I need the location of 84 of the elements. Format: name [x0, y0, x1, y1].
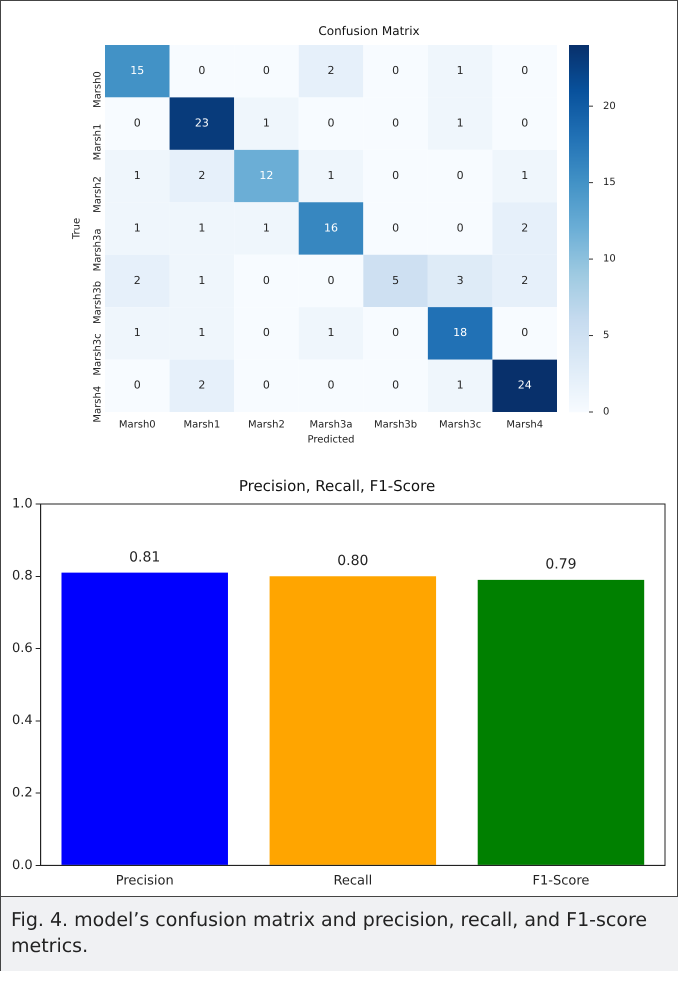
data-label: 0.79	[545, 556, 577, 573]
x-tick-label: Marsh0	[118, 420, 156, 431]
y-tick-label: Marsh3c	[92, 333, 104, 376]
x-tick-label: Marsh3b	[374, 420, 418, 431]
data-label: 0	[392, 221, 400, 234]
data-label: 24	[518, 378, 532, 392]
chart-title: Precision, Recall, F1-Score	[238, 476, 436, 495]
data-label: 23	[194, 116, 209, 130]
data-label: 0	[328, 274, 334, 287]
x-tick-label: F1-Score	[532, 874, 590, 889]
data-label: 2	[521, 221, 528, 234]
data-label: 15	[130, 64, 144, 78]
x-tick-label: Precision	[116, 874, 174, 889]
data-label: 0	[392, 64, 400, 78]
data-label: 1	[198, 326, 206, 340]
data-label: 0	[328, 378, 334, 392]
data-label: 0	[392, 116, 400, 130]
data-label: 5	[392, 274, 400, 287]
data-label: 1	[134, 326, 141, 340]
data-label: 2	[198, 168, 206, 182]
data-label: 0	[521, 326, 528, 340]
x-tick-label: Marsh1	[183, 420, 220, 431]
data-label: 0	[392, 378, 400, 392]
data-label: 16	[324, 221, 338, 234]
x-tick-label: Marsh4	[506, 420, 544, 431]
data-label: 0	[262, 326, 270, 340]
y-tick-label: Marsh0	[92, 71, 104, 108]
data-label: 1	[198, 274, 206, 287]
y-axis-title: True	[72, 218, 83, 240]
y-tick-label: Marsh3a	[92, 228, 104, 272]
data-label: 2	[134, 274, 141, 287]
x-tick-label: Recall	[333, 874, 372, 889]
data-label: 0	[134, 378, 141, 392]
data-label: 1	[134, 221, 141, 234]
data-label: 2	[521, 274, 528, 287]
color-bar-label: 10	[603, 254, 616, 265]
x-tick-label: Marsh2	[248, 420, 285, 431]
data-label: 1	[262, 221, 270, 234]
y-tick-label: 0.6	[12, 640, 33, 656]
data-label: 0	[262, 378, 270, 392]
data-label: 0	[198, 64, 206, 78]
data-label: 2	[328, 64, 334, 78]
data-label: 1	[134, 168, 141, 182]
data-label: 1	[456, 64, 464, 78]
data-label: 1	[328, 326, 334, 340]
data-label: 0	[262, 274, 270, 287]
caption: Fig. 4. model’s confusion matrix and precision, recall, and F1-score metrics.	[11, 908, 648, 959]
x-tick-label: Marsh3a	[310, 420, 352, 431]
y-tick-label: 1.0	[12, 496, 33, 512]
data-label: 0	[521, 64, 528, 78]
y-tick-label: 0.4	[12, 713, 33, 728]
data-label: 0	[392, 326, 400, 340]
data-label: 0.80	[337, 552, 368, 569]
y-tick-label: 0.8	[12, 568, 33, 584]
data-label: 0	[456, 221, 464, 234]
y-tick-label: 0.2	[12, 785, 33, 800]
y-tick-label: Marsh2	[92, 176, 104, 213]
data-label: 1	[456, 378, 464, 392]
y-tick-label: 0.0	[12, 858, 33, 873]
data-label: 0	[392, 168, 400, 182]
y-tick-label: Marsh3b	[92, 280, 104, 324]
color-bar-label: 0	[603, 406, 610, 418]
data-label: 0	[456, 168, 464, 182]
color-bar-label: 5	[603, 330, 610, 342]
color-bar-label: 20	[603, 100, 616, 112]
data-label: 0	[328, 116, 334, 130]
data-label: 0	[521, 116, 528, 130]
data-label: 1	[521, 168, 528, 182]
data-label: 3	[456, 274, 464, 287]
data-label: 12	[259, 168, 274, 182]
data-label: 0.81	[129, 549, 160, 566]
data-label: 18	[453, 326, 468, 340]
chart-title: Confusion Matrix	[318, 24, 420, 38]
y-tick-label: Marsh1	[92, 124, 104, 160]
data-label: 1	[328, 168, 334, 182]
data-label: 1	[262, 116, 270, 130]
color-bar-label: 15	[603, 177, 616, 188]
data-label: 1	[456, 116, 464, 130]
x-axis-title: Predicted	[308, 434, 354, 446]
data-label: 0	[134, 116, 141, 130]
data-label: 1	[198, 221, 206, 234]
x-tick-label: Marsh3c	[439, 420, 482, 431]
data-label: 0	[262, 64, 270, 78]
data-label: 2	[198, 378, 206, 392]
